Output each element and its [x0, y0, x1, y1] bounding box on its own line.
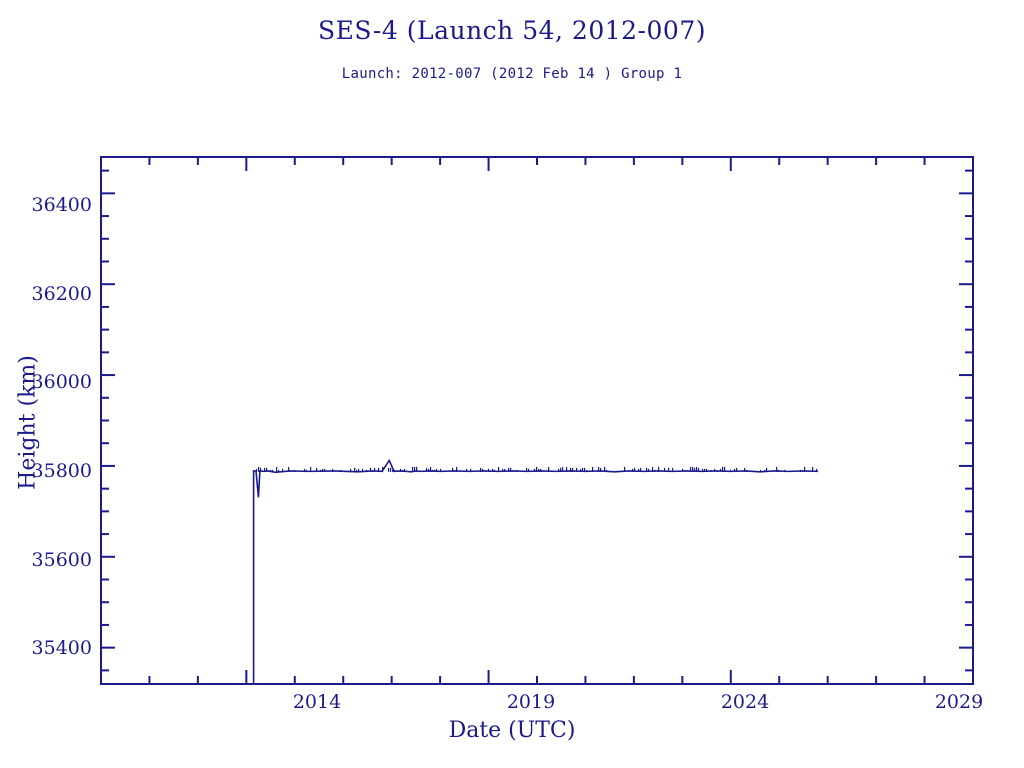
axis-ticks — [100, 157, 974, 684]
y-tick-label: 35400 — [31, 637, 92, 659]
y-tick-label: 35800 — [31, 460, 92, 482]
series-line-0 — [252, 458, 819, 684]
y-tick-label: 36200 — [31, 283, 92, 305]
axis-frame — [100, 156, 974, 685]
y-tick-label: 35600 — [31, 549, 92, 571]
x-tick-label: 2019 — [506, 691, 556, 713]
x-tick-label: 2014 — [292, 691, 342, 713]
data-series — [252, 458, 819, 684]
chart-subtitle: Launch: 2012-007 (2012 Feb 14 ) Group 1 — [341, 66, 683, 82]
x-tick-label: 2024 — [720, 691, 770, 713]
plot-frame — [100, 156, 974, 685]
y-tick-label: 36400 — [31, 194, 92, 216]
chart-title: SES-4 (Launch 54, 2012-007) — [318, 16, 706, 45]
y-tick-label: 36000 — [31, 371, 92, 393]
x-axis-label: Date (UTC) — [448, 718, 576, 743]
x-tick-label: 2029 — [934, 691, 984, 713]
